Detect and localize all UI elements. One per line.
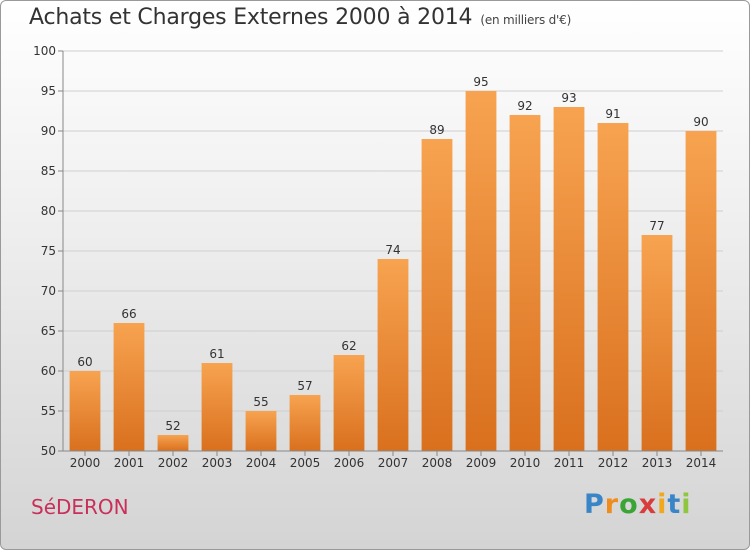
x-tick-label: 2006	[334, 456, 365, 470]
bar-value-label: 61	[209, 347, 224, 361]
y-tick-label: 65	[41, 324, 56, 338]
bar	[113, 323, 145, 451]
x-tick-label: 2009	[466, 456, 497, 470]
y-tick-label: 90	[41, 124, 56, 138]
bar-value-label: 55	[253, 395, 268, 409]
bar	[69, 371, 101, 451]
bar-value-label: 77	[649, 219, 664, 233]
chart-title-text: Achats et Charges Externes 2000 à 2014	[29, 5, 473, 30]
chart-subtitle: (en milliers d'€)	[480, 13, 572, 27]
logo-letter: t	[667, 489, 682, 520]
x-tick-label: 2003	[202, 456, 233, 470]
x-tick-label: 2007	[378, 456, 409, 470]
bar	[245, 411, 277, 451]
logo-letter: i	[657, 489, 668, 520]
x-tick-label: 2010	[510, 456, 541, 470]
bar-value-label: 90	[693, 115, 708, 129]
x-tick-label: 2013	[642, 456, 673, 470]
x-tick-label: 2001	[114, 456, 145, 470]
axes: 50 55 60 65 70 75 80 85 90 95 100 2000 2001 2002 2003 2…	[33, 44, 723, 470]
commune-name: SéDERON	[31, 495, 129, 519]
bar-value-label: 92	[517, 99, 532, 113]
bar	[553, 107, 585, 451]
logo-letter: P	[584, 489, 605, 520]
bar-value-label: 62	[341, 339, 356, 353]
bar	[641, 235, 673, 451]
bar-value-label: 52	[165, 419, 180, 433]
logo-letter: x	[638, 489, 658, 520]
y-tick-label: 70	[41, 284, 56, 298]
bar-value-label: 57	[297, 379, 312, 393]
bar	[201, 363, 233, 451]
y-tick-label: 85	[41, 164, 56, 178]
bars: 60 66 52 61 55 57 62 74 89 95 92 93 91 77 90	[69, 75, 717, 451]
logo-letter: o	[619, 489, 639, 520]
bar-value-label: 60	[77, 355, 92, 369]
x-tick-label: 2011	[554, 456, 585, 470]
y-tick-label: 95	[41, 84, 56, 98]
logo-letter: r	[604, 489, 620, 520]
x-tick-label: 2004	[246, 456, 277, 470]
bar	[685, 131, 717, 451]
bar	[421, 139, 453, 451]
bar	[333, 355, 365, 451]
logo-letter: i	[681, 489, 692, 520]
bar-value-label: 95	[473, 75, 488, 89]
bar-value-label: 93	[561, 91, 576, 105]
bar-value-label: 91	[605, 107, 620, 121]
x-tick-label: 2000	[70, 456, 101, 470]
y-tick-label: 55	[41, 404, 56, 418]
x-tick-label: 2002	[158, 456, 189, 470]
y-tick-label: 50	[41, 444, 56, 458]
proxiti-logo: Proxiti	[584, 489, 692, 520]
bar	[157, 435, 189, 451]
bar-value-label: 66	[121, 307, 136, 321]
x-tick-label: 2012	[598, 456, 629, 470]
x-tick-label: 2014	[686, 456, 717, 470]
chart-title: Achats et Charges Externes 2000 à 2014 (e…	[29, 5, 571, 30]
bar	[597, 123, 629, 451]
bar-value-label: 74	[385, 243, 400, 257]
y-tick-label: 80	[41, 204, 56, 218]
bar	[509, 115, 541, 451]
x-tick-label: 2008	[422, 456, 453, 470]
y-tick-label: 60	[41, 364, 56, 378]
bar-value-label: 89	[429, 123, 444, 137]
y-tick-label: 75	[41, 244, 56, 258]
bar	[465, 91, 497, 451]
bar	[377, 259, 409, 451]
y-tick-label: 100	[33, 44, 56, 58]
bar	[289, 395, 321, 451]
x-tick-label: 2005	[290, 456, 321, 470]
